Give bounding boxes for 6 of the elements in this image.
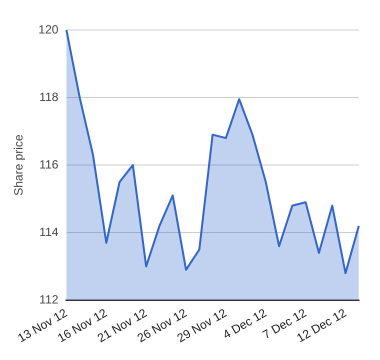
y-tick-label: 112 (39, 292, 59, 306)
y-tick-label: 114 (39, 224, 59, 239)
y-axis-title: Share price (12, 134, 26, 196)
y-tick-label: 120 (38, 22, 59, 36)
y-tick-label: 116 (39, 157, 59, 172)
y-tick-label: 118 (39, 90, 59, 104)
